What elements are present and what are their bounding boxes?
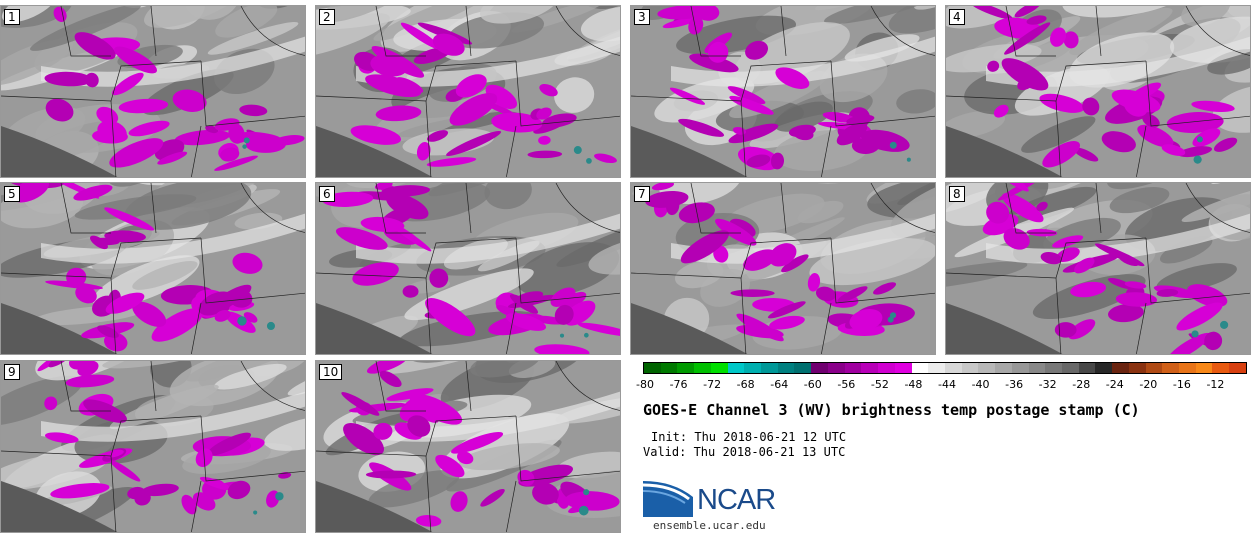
panel-number: 4 [949, 9, 965, 25]
colorbar-swatch [928, 363, 945, 373]
colorbar-swatch [894, 363, 912, 373]
colorbar-swatch [811, 363, 828, 373]
colorbar-tick-label: -72 [703, 378, 722, 391]
water-vapor-map [316, 361, 620, 532]
colorbar-swatch [1195, 363, 1213, 373]
colorbar-swatch [777, 363, 795, 373]
colorbar-swatch [694, 363, 711, 373]
water-vapor-map [631, 6, 935, 177]
colorbar-tick-label: -28 [1072, 378, 1091, 391]
colorbar-swatch [844, 363, 862, 373]
colorbar-swatch [978, 363, 996, 373]
colorbar-tick-label: -36 [1005, 378, 1024, 391]
logo-url: ensemble.ucar.edu [653, 519, 766, 532]
panel-number: 2 [319, 9, 335, 25]
colorbar-tick-label: -48 [904, 378, 923, 391]
ensemble-panel-6: 6 [315, 182, 621, 355]
init-time: Init: Thu 2018-06-21 12 UTC [651, 430, 847, 444]
colorbar-tick-label: -20 [1139, 378, 1158, 391]
ensemble-panel-1: 1 [0, 5, 306, 178]
ensemble-panel-7: 7 [630, 182, 936, 355]
colorbar-swatch [644, 363, 661, 373]
colorbar-swatch [1011, 363, 1029, 373]
water-vapor-map [1, 361, 305, 532]
colorbar-ticks: -80 -76 -72 -68 -64 -60 -56 -52 -48 -44 -40 -36 -32 -… [636, 378, 1247, 392]
colorbar-swatch [961, 363, 979, 373]
colorbar-swatch [1128, 363, 1146, 373]
colorbar-tick-label: -44 [938, 378, 956, 391]
colorbar-tick-label: -76 [669, 378, 688, 391]
colorbar-tick-label: -32 [1038, 378, 1057, 391]
colorbar-tick-label: -12 [1206, 378, 1225, 391]
ensemble-panel-8: 8 [945, 182, 1251, 355]
ensemble-panel-4: 4 [945, 5, 1251, 178]
water-vapor-map [946, 6, 1250, 177]
colorbar-swatch [794, 363, 812, 373]
logo-text: NCAR [697, 484, 776, 516]
panel-number: 7 [634, 186, 650, 202]
colorbar-swatch [911, 363, 929, 373]
panel-number: 6 [319, 186, 335, 202]
panel-number: 10 [319, 364, 343, 380]
colorbar-swatch [1145, 363, 1163, 373]
ensemble-panel-3: 3 [630, 5, 936, 178]
colorbar-swatch [744, 363, 762, 373]
colorbar [643, 362, 1247, 374]
colorbar-swatch [761, 363, 778, 373]
colorbar-swatch [727, 363, 745, 373]
colorbar-tick-label: -80 [636, 378, 654, 391]
colorbar-swatch [710, 363, 728, 373]
colorbar-tick-label: -40 [971, 378, 990, 391]
colorbar-swatch [878, 363, 895, 373]
water-vapor-map [1, 183, 305, 354]
colorbar-tick-label: -24 [1105, 378, 1124, 391]
colorbar-swatch [944, 363, 962, 373]
panel-number: 1 [4, 9, 20, 25]
colorbar-swatch [861, 363, 879, 373]
water-vapor-map [316, 6, 620, 177]
colorbar-swatch [1112, 363, 1129, 373]
colorbar-swatch [827, 363, 845, 373]
valid-time: Valid: Thu 2018-06-21 13 UTC [643, 445, 846, 459]
ncar-logo-icon [643, 481, 693, 517]
colorbar-swatch [1162, 363, 1179, 373]
panel-number: 8 [949, 186, 965, 202]
ensemble-panel-9: 9 [0, 360, 306, 533]
colorbar-tick-label: -56 [837, 378, 856, 391]
colorbar-tick-label: -60 [803, 378, 822, 391]
panel-number: 3 [634, 9, 650, 25]
water-vapor-map [316, 183, 620, 354]
colorbar-swatch [995, 363, 1012, 373]
colorbar-swatch [1045, 363, 1062, 373]
colorbar-swatch [660, 363, 678, 373]
colorbar-swatch [1179, 363, 1196, 373]
colorbar-swatch [1095, 363, 1113, 373]
ensemble-panel-10: 10 [315, 360, 621, 533]
colorbar-swatch [1212, 363, 1230, 373]
colorbar-tick-label: -64 [770, 378, 789, 391]
colorbar-swatch [677, 363, 695, 373]
colorbar-swatch [1061, 363, 1079, 373]
colorbar-swatch [1078, 363, 1096, 373]
water-vapor-map [631, 183, 935, 354]
panel-number: 5 [4, 186, 20, 202]
colorbar-tick-label: -16 [1172, 378, 1191, 391]
ensemble-panel-2: 2 [315, 5, 621, 178]
water-vapor-map [946, 183, 1250, 354]
water-vapor-map [1, 6, 305, 177]
figure-title: GOES-E Channel 3 (WV) brightness temp po… [643, 401, 1140, 419]
colorbar-tick-label: -68 [736, 378, 755, 391]
colorbar-swatch [1028, 363, 1046, 373]
panel-number: 9 [4, 364, 20, 380]
ensemble-panel-5: 5 [0, 182, 306, 355]
colorbar-tick-label: -52 [870, 378, 889, 391]
colorbar-swatch [1229, 363, 1246, 373]
